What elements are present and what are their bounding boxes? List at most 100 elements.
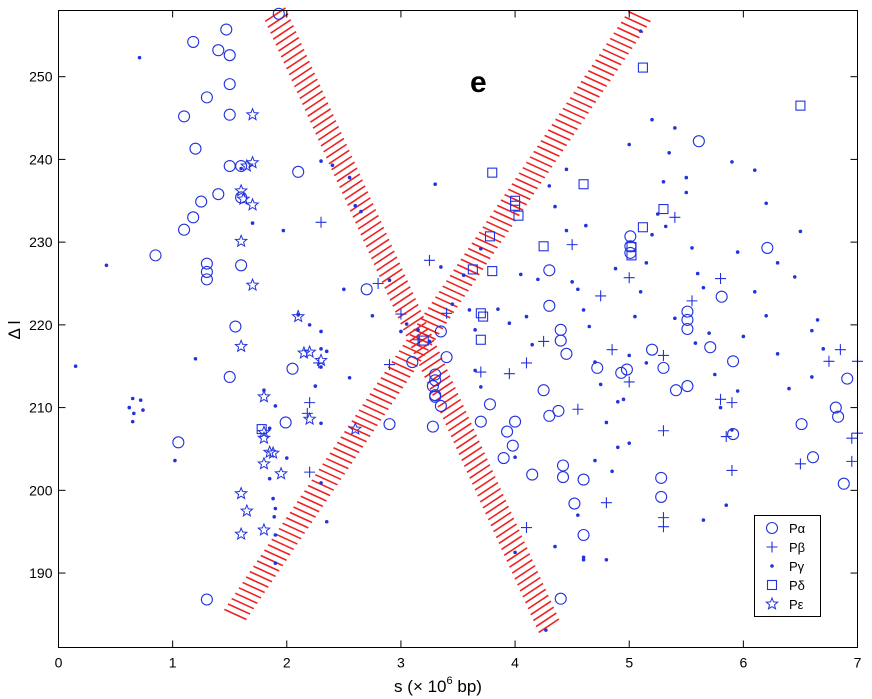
band-hatch-line [278,527,302,540]
band-hatch-line [522,166,546,179]
data-point-dot [473,368,477,373]
y-tick-label: 190 [29,565,53,581]
band-hatch-line [384,274,406,290]
band-hatch-line [408,327,430,343]
data-point-dot [735,250,740,254]
data-point-dot [598,382,603,387]
data-point-dot [250,221,255,225]
data-point-circle [560,347,573,360]
data-point-circle [189,142,202,155]
data-point-circle [543,264,556,277]
data-point-dot [752,168,757,172]
data-point-circle [223,159,236,173]
data-point-circle [286,362,299,375]
y-tick-label: 210 [29,400,53,416]
band-hatch-line [296,78,318,94]
band-hatch-line [580,80,604,93]
band-hatch-line [424,312,447,324]
data-point-circle [795,418,808,431]
band-hatch-line [365,232,387,248]
data-point-square [637,222,648,233]
data-point-dot [810,375,814,379]
data-point-dot [593,360,597,364]
band-hatch-line [506,547,528,562]
band-hatch-line [267,543,291,556]
data-point-dot [281,228,286,233]
band-hatch-line [378,262,401,278]
band-hatch-line [318,468,342,481]
data-point-plus [657,349,669,361]
data-point-dot [673,126,677,130]
data-point-dot [735,389,740,393]
data-point-circle [591,361,604,374]
band-hatch-line [347,425,371,438]
band-hatch-line [467,247,491,260]
data-point-square [510,200,521,211]
band-hatch-line [471,242,495,254]
data-point-dot [752,289,757,294]
band-hatch-line [431,301,455,314]
data-point-dot [730,160,734,164]
data-point-dot [644,261,649,265]
band-hatch-line [551,123,575,136]
band-hatch-line [272,25,294,40]
data-point-dot [570,280,574,284]
data-point-star [234,339,249,353]
band-hatch-line [442,404,464,420]
data-point-dot [610,469,614,474]
data-point-dot [193,356,198,361]
data-point-square [475,334,486,345]
band-hatch-line [602,48,626,61]
data-point-dot [787,386,791,391]
band-hatch-line [627,10,651,23]
data-point-star [234,486,249,500]
band-hatch-line [300,495,324,508]
data-point-circle [223,108,236,121]
data-point-square [484,231,496,242]
data-point-dot [267,426,272,431]
data-point-plus [715,393,727,405]
band-hatch-line [336,441,360,454]
band-hatch-line [376,382,400,394]
band-hatch-line [487,505,509,521]
data-point-dot [461,273,466,278]
data-point-plus [395,308,407,320]
data-point-dot [130,419,135,424]
data-point-dot [613,266,618,271]
band-hatch-line [270,19,292,34]
data-point-circle [429,374,442,387]
data-point-plus [669,211,681,223]
data-point-dot [616,400,620,404]
data-point-dot [342,287,346,292]
data-point-dot [667,150,671,155]
hatched-band-2 [224,10,651,621]
data-point-dot [684,190,689,195]
data-point-star [245,197,260,211]
band-hatch-line [293,72,316,88]
band-hatch-line [486,220,509,233]
data-point-dot [713,372,717,377]
data-point-dot [272,514,277,519]
data-point-dot [547,184,552,188]
data-point-circle [669,384,683,397]
x-axis-label: s (× 106 bp) [394,675,482,696]
data-point-circle [223,78,236,91]
data-point-circle [149,249,162,262]
band-hatch-line [238,587,262,599]
band-hatch-line [437,392,459,408]
data-point-dot [319,347,323,351]
band-hatch-line [392,292,414,307]
band-hatch-line [461,446,483,462]
data-point-circle [292,165,305,178]
legend-entry-dot: Pγ [770,559,805,574]
band-hatch-line [384,371,407,384]
data-point-dot [239,166,243,171]
data-point-circle [200,273,213,286]
band-hatch-line [328,149,350,165]
band-hatch-line [333,161,355,177]
band-hatch-line [509,553,531,568]
data-point-circle [383,418,396,431]
y-tick-label: 230 [29,234,53,250]
band-hatch-line [360,220,382,236]
data-point-dot [467,308,472,312]
